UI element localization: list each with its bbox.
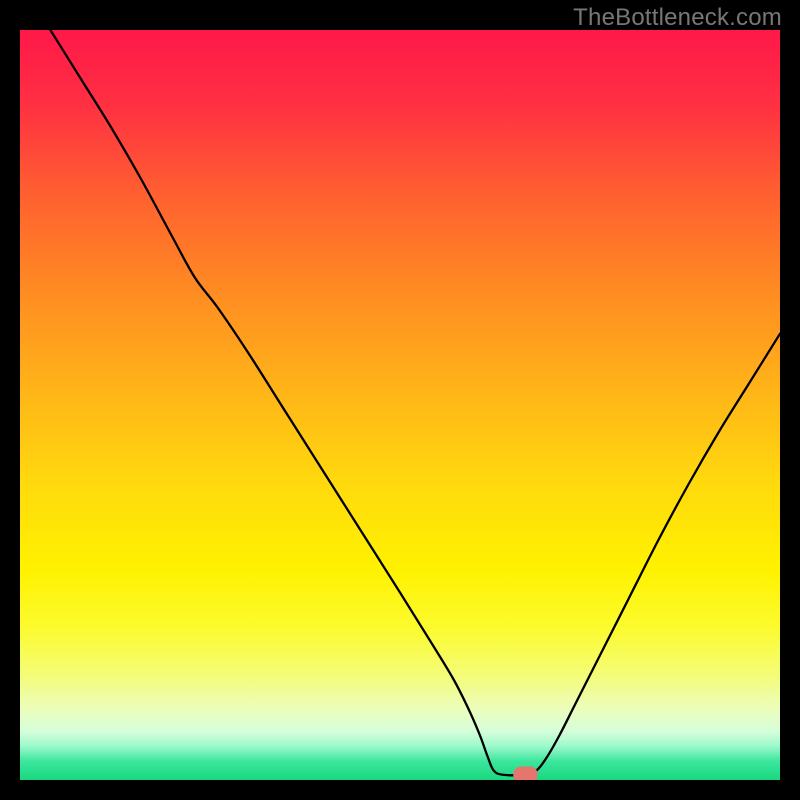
chart-frame: TheBottleneck.com — [0, 0, 800, 800]
chart-svg — [20, 30, 780, 780]
highlight-marker — [513, 767, 537, 781]
gradient-background — [20, 30, 780, 780]
watermark-text: TheBottleneck.com — [573, 4, 782, 32]
plot-area — [20, 30, 780, 780]
